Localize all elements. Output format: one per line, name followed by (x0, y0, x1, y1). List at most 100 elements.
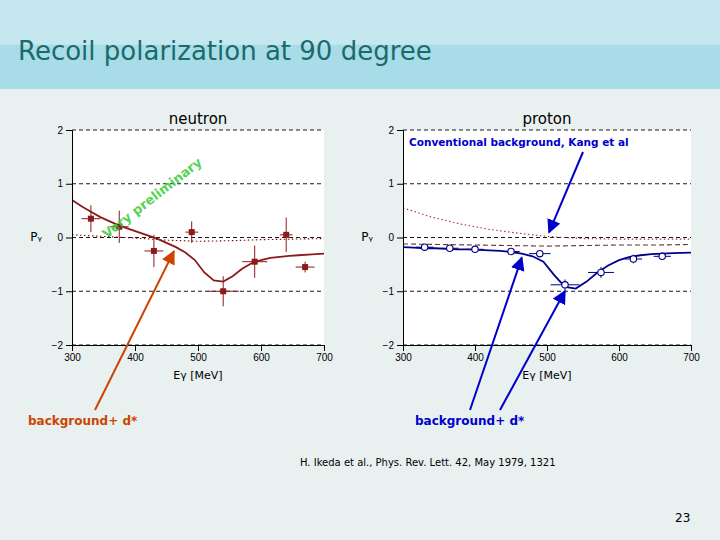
tick: 0 (388, 232, 403, 243)
tick: 1 (57, 178, 72, 189)
x-axis-label: Eγ [MeV] (173, 369, 222, 382)
tick-label: 400 (127, 352, 144, 363)
x-axis: 300 400 500 600 700 (64, 345, 333, 363)
tick-label: −1 (383, 286, 395, 297)
grid-line (403, 183, 691, 184)
tick: 500 (190, 345, 207, 363)
tick-mark (135, 345, 136, 351)
tick: 700 (316, 345, 333, 363)
x-axis: 300 400 500 600 700 (395, 345, 700, 363)
tick-label: 300 (395, 352, 412, 363)
tick: 300 (395, 345, 412, 363)
grid (403, 130, 691, 345)
tick: −2 (383, 340, 403, 351)
tick-label: 1 (57, 178, 63, 189)
tick-mark (66, 238, 72, 239)
tick-label: 400 (467, 352, 484, 363)
axis-line (73, 346, 325, 352)
plot-area (403, 130, 691, 345)
line (403, 247, 691, 288)
tick: 2 (57, 125, 72, 136)
tick-mark (691, 345, 692, 351)
line (403, 208, 691, 239)
annotation: background+ d* (28, 414, 138, 428)
marks (403, 208, 691, 290)
annotation: background+ d* (415, 414, 525, 428)
chart-title: neutron (169, 110, 228, 128)
point (220, 288, 226, 294)
y-axis: −2 −1 0 1 2 (383, 125, 404, 351)
panel: 300400500600700−2−1012Eγ [MeV]Pᵧproton (361, 110, 700, 382)
tick-label: −2 (52, 340, 64, 351)
tick-label: 2 (57, 125, 63, 136)
tick-label: −2 (383, 340, 395, 351)
title: Recoil polarization at 90 degree (18, 36, 432, 66)
tick-label: 0 (388, 232, 394, 243)
tick-mark (66, 345, 72, 346)
tick: 600 (253, 345, 270, 363)
arrow (500, 291, 565, 410)
plot-area (72, 130, 324, 345)
tick-label: 1 (388, 178, 394, 189)
point (630, 256, 636, 262)
tick-mark (261, 345, 262, 351)
tick: 400 (127, 345, 144, 363)
tick-mark (475, 345, 476, 351)
annotation: Conventional background, Kang et al (409, 136, 629, 148)
point (189, 229, 195, 235)
tick-label: 300 (64, 352, 81, 363)
tick-mark (397, 291, 403, 292)
y-axis: −2 −1 0 1 2 (52, 125, 73, 351)
tick-label: 600 (253, 352, 270, 363)
grid-line (72, 183, 324, 184)
tick: 300 (64, 345, 81, 363)
page-number: 23 (675, 511, 690, 525)
tick: 2 (388, 125, 403, 136)
tick-mark (66, 291, 72, 292)
point (508, 248, 514, 254)
tick-mark (547, 345, 548, 351)
point (447, 245, 453, 251)
tick-label: 500 (539, 352, 556, 363)
point (151, 248, 157, 254)
arrow (549, 152, 583, 232)
tick: 400 (467, 345, 484, 363)
tick-mark (66, 184, 72, 185)
point (537, 250, 543, 256)
tick: 1 (388, 178, 403, 189)
tick-label: 500 (190, 352, 207, 363)
axis-line (404, 346, 692, 352)
slide: Recoil polarization at 90 degree 300 400 50… (0, 0, 720, 540)
tick-mark (198, 345, 199, 351)
axis-line (397, 131, 404, 346)
point (252, 259, 258, 265)
tick-mark (397, 345, 403, 346)
point (472, 246, 478, 252)
tick-mark (397, 184, 403, 185)
tick-mark (324, 345, 325, 351)
points (416, 244, 671, 290)
tick-mark (397, 238, 403, 239)
tick: 0 (57, 232, 72, 243)
watermark: Very preliminary (99, 154, 205, 241)
grid (72, 130, 324, 345)
arrow (470, 258, 522, 410)
tick: −1 (52, 286, 72, 297)
point (302, 264, 308, 270)
tick: −1 (383, 286, 403, 297)
tick: 500 (539, 345, 556, 363)
arrow (95, 251, 174, 410)
tick-label: −1 (52, 286, 64, 297)
tick-mark (397, 130, 403, 131)
tick: 600 (611, 345, 628, 363)
panel: 300400500600700−2−1012Eγ [MeV]Pᵧneutron (30, 110, 333, 382)
grid-line (403, 291, 691, 292)
tick-mark (619, 345, 620, 351)
grid-line (72, 291, 324, 292)
point (88, 216, 94, 222)
tick-label: 700 (683, 352, 700, 363)
grid-line (72, 130, 324, 131)
tick: 700 (683, 345, 700, 363)
reference: H. Ikeda et al., Phys. Rev. Lett. 42, Ma… (300, 457, 556, 468)
tick-mark (66, 130, 72, 131)
